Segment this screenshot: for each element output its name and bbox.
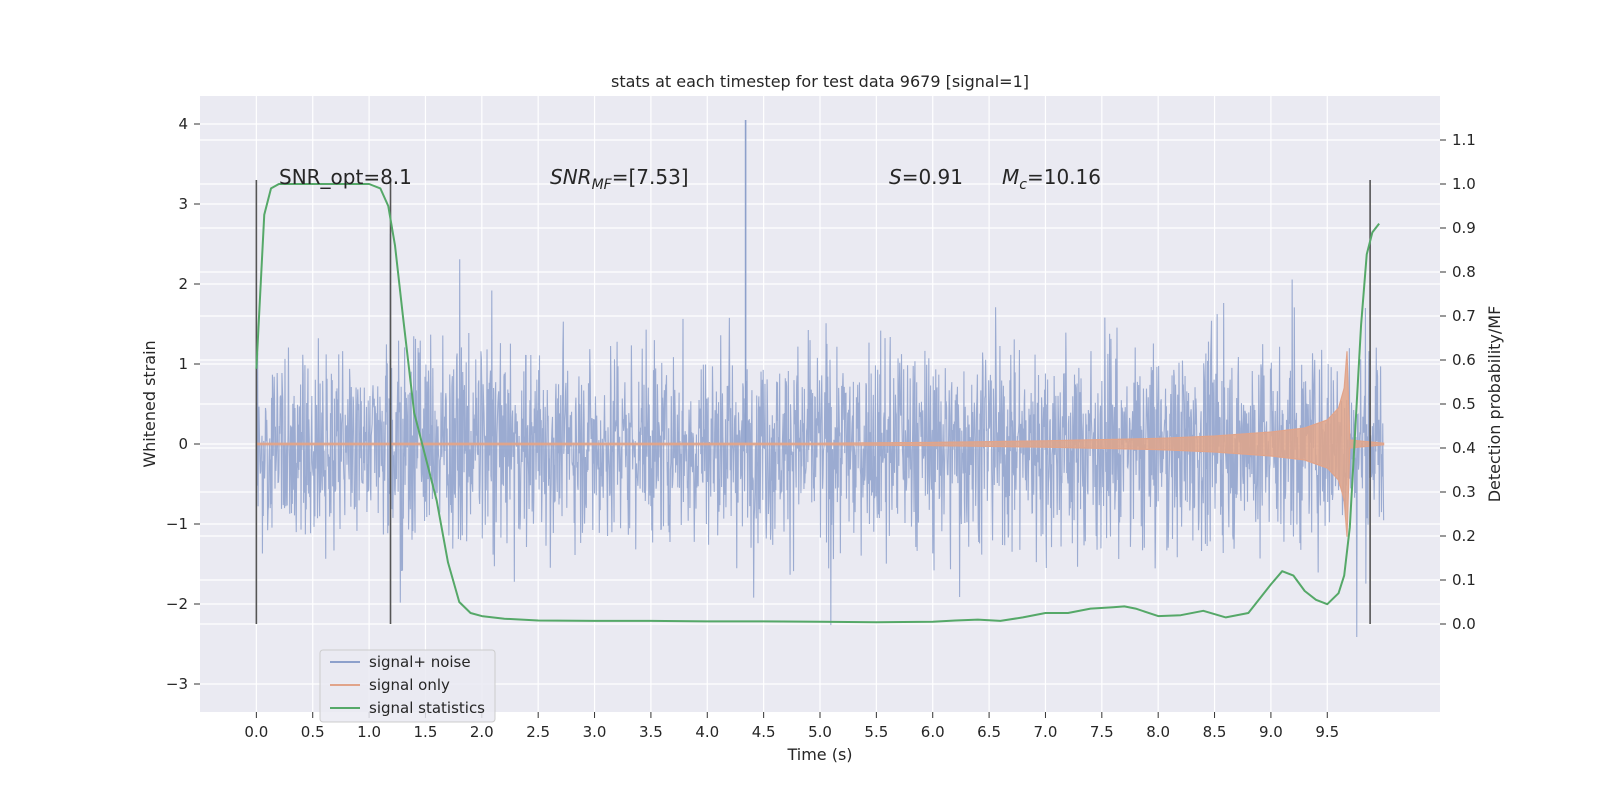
x-tick-label: 1.0 xyxy=(357,723,381,741)
y-tick-label: −2 xyxy=(166,595,188,613)
x-tick-label: 6.5 xyxy=(977,723,1001,741)
annotation-mc: Mc=10.16 xyxy=(1002,165,1101,193)
x-tick-label: 5.5 xyxy=(864,723,888,741)
x-tick-label: 0.0 xyxy=(244,723,268,741)
y2-tick-label: 1.0 xyxy=(1452,175,1476,193)
signal-noise-series xyxy=(255,120,1385,637)
annotation-s: S=0.91 xyxy=(889,165,963,189)
y-tick-label: 4 xyxy=(178,115,188,133)
x-axis-label: Time (s) xyxy=(786,745,852,764)
x-tick-label: 5.0 xyxy=(808,723,832,741)
annotation-snr-mf: SNRMF=[7.53] xyxy=(550,165,689,193)
y2-tick-label: 1.1 xyxy=(1452,131,1476,149)
legend-box xyxy=(319,649,496,723)
signal-only-band xyxy=(255,351,1385,537)
legend-label-signal: signal only xyxy=(369,676,450,694)
legend: signal+ noise signal only signal statist… xyxy=(319,649,496,723)
y-tick-label: 3 xyxy=(178,195,188,213)
x-tick-label: 8.5 xyxy=(1203,723,1227,741)
snr-mf-sub: MF xyxy=(592,177,613,193)
x-tick-label: 7.5 xyxy=(1090,723,1114,741)
snr-mf-rest: =[7.53] xyxy=(612,165,689,189)
y2-tick-label: 0.4 xyxy=(1452,439,1476,457)
vertical-markers xyxy=(255,180,1371,624)
y2-tick-labels: 1.1 1.0 0.9 0.8 0.7 0.6 0.5 0.4 0.3 0.2 0.1 0.0 xyxy=(1440,131,1476,633)
x-tick-label: 7.0 xyxy=(1034,723,1058,741)
x-tick-label: 6.0 xyxy=(921,723,945,741)
y2-tick-label: 0.3 xyxy=(1452,483,1476,501)
y-tick-label: 1 xyxy=(178,355,188,373)
x-tick-label: 4.0 xyxy=(695,723,719,741)
legend-label-noise: signal+ noise xyxy=(369,653,471,671)
signal-only-series xyxy=(255,351,1385,537)
x-tick-label: 3.0 xyxy=(583,723,607,741)
y2-tick-label: 0.6 xyxy=(1452,351,1476,369)
signal-statistics-line xyxy=(255,183,1380,624)
y2-tick-label: 0.7 xyxy=(1452,307,1476,325)
mc-main: M xyxy=(1002,165,1019,189)
chart-title: stats at each timestep for test data 967… xyxy=(611,72,1029,91)
x-tick-label: 1.5 xyxy=(414,723,438,741)
y2-tick-label: 0.0 xyxy=(1452,615,1476,633)
x-tick-labels: 0.0 0.5 1.0 1.5 2.0 2.5 3.0 3.5 4.0 4.5 5.0 5.5 6.0 6… xyxy=(244,712,1339,741)
mc-rest: =10.16 xyxy=(1027,165,1101,189)
s-main: S xyxy=(889,165,902,189)
x-tick-label: 2.0 xyxy=(470,723,494,741)
y2-axis-label: Detection probability/MF xyxy=(1485,306,1504,503)
x-tick-label: 9.5 xyxy=(1315,723,1339,741)
annotation-snr-opt: SNR_opt=8.1 xyxy=(279,165,412,189)
x-tick-label: 8.0 xyxy=(1146,723,1170,741)
s-rest: =0.91 xyxy=(902,165,963,189)
y2-tick-label: 0.2 xyxy=(1452,527,1476,545)
signal-statistics-series xyxy=(255,183,1380,624)
y2-tick-label: 0.8 xyxy=(1452,263,1476,281)
mc-sub: c xyxy=(1019,177,1027,193)
signal-noise-line xyxy=(255,233,1385,637)
y-tick-labels: 4 3 2 1 0 −1 −2 −3 xyxy=(166,115,200,693)
x-tick-label: 4.5 xyxy=(752,723,776,741)
y2-tick-label: 0.9 xyxy=(1452,219,1476,237)
y-tick-label: 0 xyxy=(178,435,188,453)
x-tick-label: 9.0 xyxy=(1259,723,1283,741)
y-tick-label: −3 xyxy=(166,675,188,693)
y-tick-label: −1 xyxy=(166,515,188,533)
y-axis-label: Whitened strain xyxy=(140,340,159,467)
y-tick-label: 2 xyxy=(178,275,188,293)
x-tick-label: 2.5 xyxy=(526,723,550,741)
legend-label-statistics: signal statistics xyxy=(369,699,485,717)
y2-tick-label: 0.5 xyxy=(1452,395,1476,413)
x-tick-label: 0.5 xyxy=(301,723,325,741)
snr-mf-main: SNR xyxy=(550,165,592,189)
y2-tick-label: 0.1 xyxy=(1452,571,1476,589)
x-tick-label: 3.5 xyxy=(639,723,663,741)
